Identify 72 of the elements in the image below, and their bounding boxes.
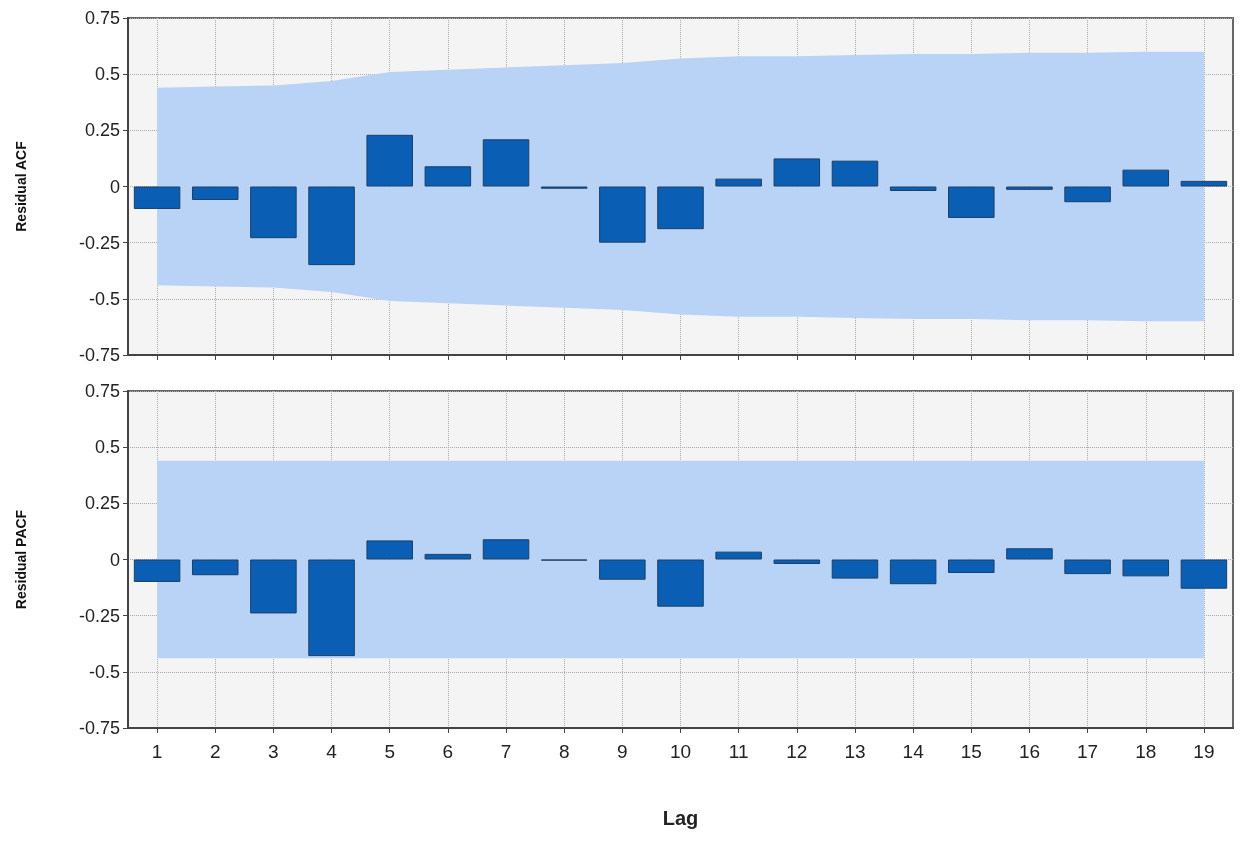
bar [599,186,646,243]
bar [657,559,704,607]
bar [133,559,181,582]
bar [599,559,646,580]
x-tick-label: 16 [1018,741,1041,762]
y-tick-label: 0.25 [84,493,120,514]
bar [308,559,355,657]
x-tick-label: 7 [500,741,512,762]
bar [1180,559,1228,589]
y-tick-label: 0 [109,549,120,570]
x-tick-label: 11 [728,741,749,762]
bar [424,553,472,560]
bar [948,559,995,573]
bar [1064,559,1111,575]
y-tick-label: -0.5 [88,661,120,682]
y-tick-label: 0.75 [84,8,120,28]
x-tick-label: 2 [209,741,221,762]
bar [1180,180,1228,187]
bar [715,178,762,187]
bar [1064,186,1111,203]
x-tick-label: 8 [558,741,570,762]
y-axis-title: Residual ACF [13,140,29,232]
y-tick-label: 0.25 [84,120,120,141]
x-tick-label: 5 [384,741,395,762]
x-tick-label: 15 [960,741,982,762]
bar [1122,169,1170,187]
x-tick-label: 17 [1077,741,1099,762]
bar [831,559,879,579]
bar [424,166,472,187]
bar [889,186,937,191]
y-tick-label: -0.5 [88,288,120,309]
bar [1006,186,1053,190]
x-tick-label: 4 [326,741,338,762]
x-tick-label: 18 [1135,741,1157,762]
x-tick-label: 10 [669,741,692,762]
y-tick-label: -0.25 [78,605,120,626]
bar [773,559,821,564]
x-tick-label: 3 [268,741,279,762]
y-tick-label: -0.75 [78,718,120,738]
bar [948,186,995,218]
x-tick-label: 12 [786,741,808,762]
x-tick-label: 19 [1193,741,1215,762]
bar [133,186,181,209]
bar [1122,559,1170,577]
x-axis-title: Lag [662,807,699,829]
bar [250,186,297,239]
x-tick-label: 14 [902,741,925,762]
bar [1006,548,1053,560]
bar [366,540,413,560]
bar [773,158,821,187]
bar [715,551,762,560]
x-tick-label: 13 [844,741,866,762]
bar [889,559,937,585]
y-axis-title: Residual PACF [13,509,29,610]
x-tick-label: 1 [151,741,163,762]
bar [366,134,413,187]
bar [831,160,879,187]
y-tick-label: 0.75 [84,381,120,401]
bar [657,186,704,230]
x-tick-label: 9 [617,741,628,762]
y-tick-label: 0.5 [94,437,120,458]
bar [482,139,530,187]
bar [308,186,355,266]
y-tick-label: -0.75 [78,345,120,365]
y-tick-label: 0.5 [94,64,120,85]
bar [482,539,530,560]
bar [250,559,297,614]
x-tick-label: 6 [442,741,454,762]
y-tick-label: 0 [109,176,120,197]
bar [191,559,239,576]
bar [191,186,239,200]
y-tick-label: -0.25 [78,232,120,253]
